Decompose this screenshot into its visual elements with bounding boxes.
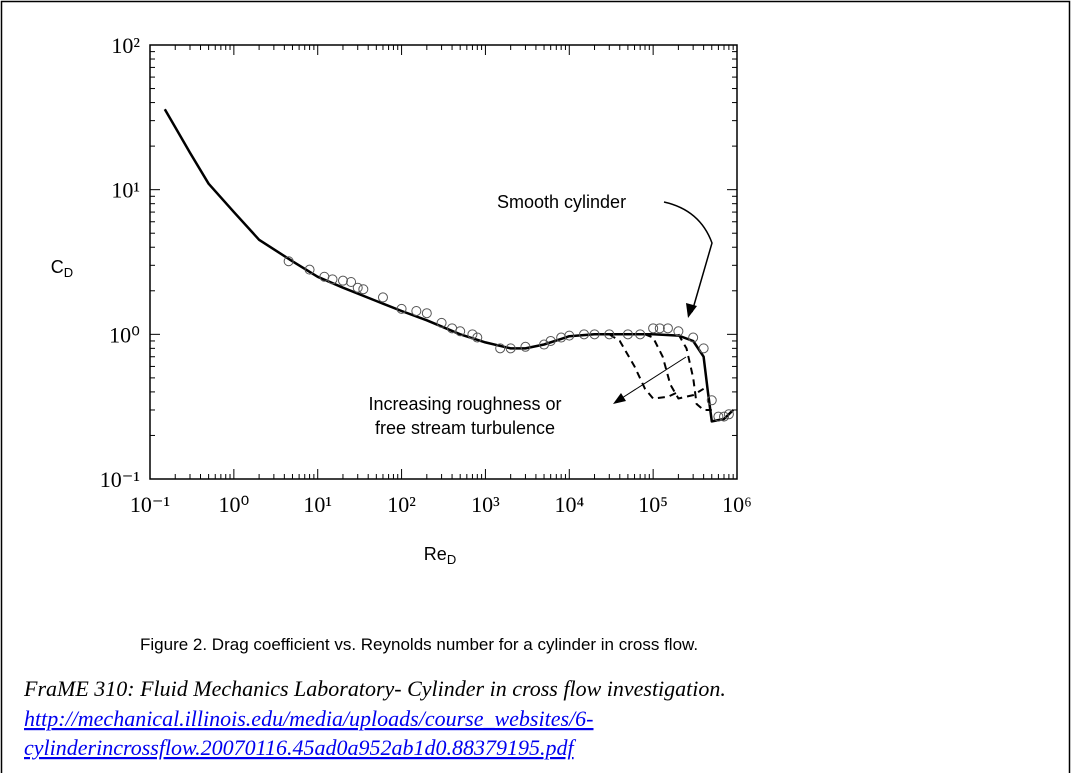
- data-point: [467, 329, 478, 340]
- data-point: [455, 326, 466, 337]
- data-point: [654, 323, 665, 334]
- data-point: [635, 329, 646, 340]
- x-tick-label: 10⁻¹: [130, 492, 170, 517]
- data-point: [411, 305, 422, 316]
- y-axis-label: CD: [51, 257, 73, 280]
- data-point: [304, 264, 315, 275]
- data-point: [579, 329, 590, 340]
- annotation: Smooth cylinder: [497, 192, 626, 212]
- y-tick-label: 10¹: [111, 178, 140, 203]
- data-point: [283, 256, 294, 267]
- annotation-arrow: [621, 356, 687, 399]
- data-point: [556, 332, 567, 343]
- data-point: [589, 329, 600, 340]
- data-point: [706, 395, 717, 406]
- data-point: [421, 308, 432, 319]
- link[interactable]: cylinderincrossflow.20070116.45ad0a952ab…: [24, 735, 576, 760]
- data-point: [396, 303, 407, 314]
- data-point: [327, 274, 338, 285]
- y-tick-label: 10⁻¹: [100, 467, 140, 492]
- annotation-arrow: [663, 201, 713, 313]
- data-point: [539, 339, 550, 350]
- dashed-curve: [608, 333, 679, 400]
- data-point: [505, 343, 516, 354]
- x-tick-label: 10⁴: [554, 492, 584, 517]
- data-point: [723, 409, 734, 420]
- x-label-text: Re: [424, 544, 447, 564]
- data-point: [673, 326, 684, 337]
- x-tick-label: 10²: [387, 492, 416, 517]
- arrowhead: [686, 303, 697, 318]
- arrowhead: [613, 393, 626, 404]
- data-point: [719, 411, 730, 422]
- caption: Figure 2. Drag coefficient vs. Reynolds …: [140, 635, 698, 654]
- data-point: [648, 323, 659, 334]
- data-point: [346, 277, 357, 288]
- data-point: [545, 335, 556, 346]
- link[interactable]: http://mechanical.illinois.edu/media/upl…: [24, 706, 594, 731]
- x-tick-label: 10³: [471, 492, 500, 517]
- annotation: Increasing roughness or: [368, 394, 561, 414]
- data-point: [662, 323, 673, 334]
- x-tick-label: 10¹: [303, 492, 332, 517]
- drag-curve: [163, 108, 735, 423]
- dashed-curve: [644, 333, 705, 400]
- y-tick-label: 10⁰: [109, 322, 140, 347]
- data-point: [358, 284, 369, 295]
- y-tick-label: 10²: [111, 33, 140, 58]
- data-point: [604, 329, 615, 340]
- data-point: [698, 343, 709, 354]
- annotation: free stream turbulence: [375, 418, 555, 438]
- x-tick-label: 10⁰: [218, 492, 249, 517]
- data-point: [352, 282, 363, 293]
- data-point: [688, 332, 699, 343]
- data-point: [436, 317, 447, 328]
- x-label-subscript: D: [447, 552, 456, 567]
- y-label-text: C: [51, 257, 64, 277]
- x-tick-label: 10⁶: [722, 492, 752, 517]
- data-point: [495, 343, 506, 354]
- x-tick-label: 10⁵: [638, 492, 668, 517]
- citation: FraME 310: Fluid Mechanics Laboratory- C…: [23, 676, 726, 701]
- dashed-curve: [677, 333, 712, 411]
- data-point: [377, 292, 388, 303]
- data-point: [472, 332, 483, 343]
- data-point: [337, 275, 348, 286]
- data-point: [564, 330, 575, 341]
- x-axis-label: ReD: [424, 544, 456, 567]
- plot-frame: [149, 44, 738, 480]
- data-point: [622, 329, 633, 340]
- data-point: [713, 411, 724, 422]
- y-label-subscript: D: [64, 265, 73, 280]
- data-point: [520, 341, 531, 352]
